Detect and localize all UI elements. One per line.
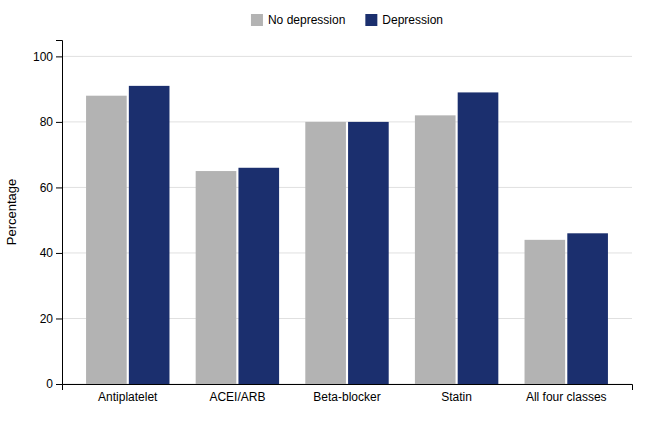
bars bbox=[86, 86, 608, 384]
y-tick: 20 bbox=[40, 312, 62, 326]
legend-label: Depression bbox=[382, 13, 443, 27]
bar-series bbox=[129, 86, 608, 384]
x-tick: Antiplatelet bbox=[98, 390, 158, 404]
y-tick-mark bbox=[56, 56, 62, 57]
bar bbox=[196, 171, 237, 384]
bar bbox=[86, 96, 127, 384]
y-tick: 100 bbox=[33, 50, 62, 64]
legend-swatch bbox=[251, 14, 263, 26]
bar bbox=[567, 233, 608, 384]
bar bbox=[129, 86, 170, 384]
y-tick: 80 bbox=[40, 115, 62, 129]
bar bbox=[305, 122, 346, 384]
legend: No depression Depression bbox=[251, 13, 443, 27]
x-axis: Antiplatelet ACEI/ARB Beta-blocker Statin Al… bbox=[63, 385, 633, 404]
bar bbox=[238, 168, 279, 384]
y-axis-title: Percentage bbox=[4, 179, 19, 246]
axis-line bbox=[56, 41, 63, 385]
legend-swatch bbox=[365, 14, 377, 26]
x-tick-label: Beta-blocker bbox=[313, 390, 380, 404]
y-tick-mark bbox=[56, 122, 62, 123]
y-axis: 0 20 40 60 80 100 bbox=[33, 41, 63, 392]
x-tick: Beta-blocker bbox=[313, 390, 380, 404]
y-tick: 60 bbox=[40, 181, 62, 195]
y-tick-label: 20 bbox=[40, 312, 54, 326]
bar bbox=[458, 92, 499, 384]
y-tick-mark bbox=[56, 318, 62, 319]
y-tick: 0 bbox=[46, 377, 62, 391]
legend-label: No depression bbox=[268, 13, 345, 27]
x-tick: All four classes bbox=[526, 390, 607, 404]
bar bbox=[415, 115, 456, 384]
y-tick-mark bbox=[56, 187, 62, 188]
x-tick-label: Statin bbox=[441, 390, 472, 404]
legend-item: Depression bbox=[365, 13, 443, 27]
grid-line bbox=[62, 56, 632, 57]
bar bbox=[525, 240, 566, 384]
x-tick: ACEI/ARB bbox=[209, 390, 265, 404]
y-tick-label: 60 bbox=[40, 181, 54, 195]
bar bbox=[348, 122, 389, 384]
chart: 0 20 40 60 80 100 Antiplatelet ACEI/ARB Beta-blo… bbox=[0, 0, 647, 424]
y-tick-mark bbox=[56, 253, 62, 254]
y-tick-label: 0 bbox=[46, 377, 53, 391]
x-tick-label: All four classes bbox=[526, 390, 607, 404]
y-tick-label: 80 bbox=[40, 115, 54, 129]
y-tick-label: 40 bbox=[40, 246, 54, 260]
legend-item: No depression bbox=[251, 13, 345, 27]
x-tick-label: Antiplatelet bbox=[98, 390, 158, 404]
x-tick: Statin bbox=[441, 390, 472, 404]
y-tick-mark bbox=[56, 384, 62, 385]
x-tick-label: ACEI/ARB bbox=[209, 390, 265, 404]
y-tick: 40 bbox=[40, 246, 62, 260]
y-tick-label: 100 bbox=[33, 50, 53, 64]
grid bbox=[62, 56, 632, 384]
